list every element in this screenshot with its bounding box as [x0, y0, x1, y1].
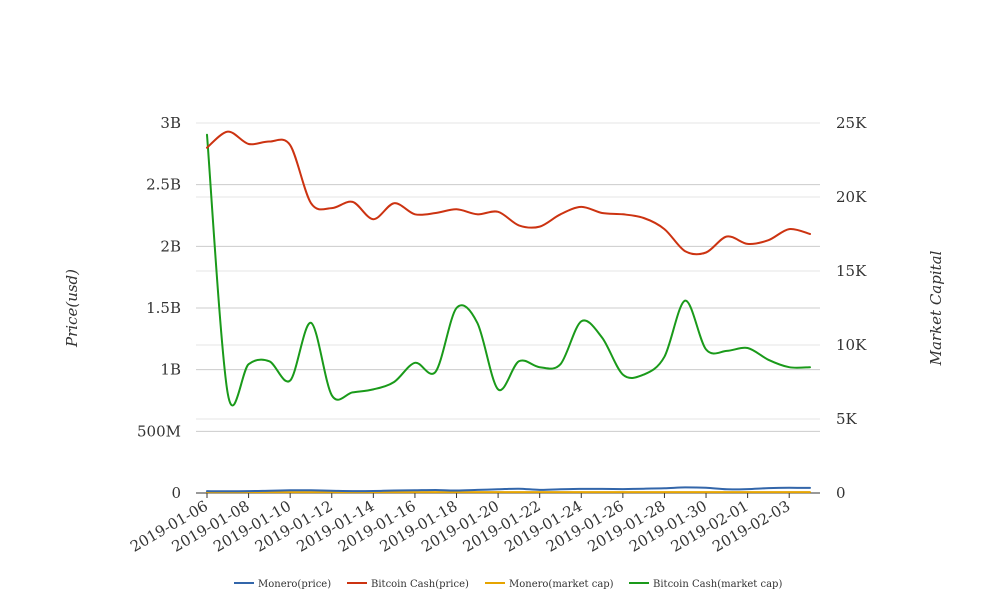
y2-tick-label: 10K: [836, 336, 867, 354]
y-tick-label: 1B: [160, 361, 181, 379]
x-axis-ticks: 2019-01-062019-01-082019-01-102019-01-12…: [127, 493, 793, 556]
y2-tick-label: 20K: [836, 188, 867, 206]
legend-label: Bitcoin Cash(price): [371, 579, 469, 590]
y-tick-label: 0: [171, 484, 181, 502]
y-tick-label: 2B: [160, 237, 181, 255]
y2-tick-label: 15K: [836, 262, 867, 280]
legend: Monero(price) Bitcoin Cash(price) Monero(m…: [234, 579, 782, 590]
gridlines: [196, 122, 820, 432]
y-axis-label: Price(usd): [63, 269, 81, 348]
y-tick-label: 3B: [160, 114, 181, 132]
legend-label: Monero(market cap): [509, 579, 614, 590]
series-line-bitcoin-cash-price: [206, 130, 811, 256]
series-line-bitcoin-cash-market-cap: [206, 133, 811, 407]
series-lines: [206, 130, 811, 494]
y-tick-label: 2.5B: [146, 176, 181, 194]
y2-tick-label: 25K: [836, 114, 867, 132]
right-axis-ticks: 0 5K 10K 15K 20K 25K: [836, 114, 867, 502]
y-tick-label: 1.5B: [146, 299, 181, 317]
y2-tick-label: 0: [836, 484, 846, 502]
y2-tick-label: 5K: [836, 410, 858, 428]
legend-label: Bitcoin Cash(market cap): [653, 579, 782, 590]
series-line-monero-price: [206, 486, 811, 493]
y2-axis-label: Market Capital: [927, 250, 945, 366]
left-axis-ticks: 0 500M 1B 1.5B 2B 2.5B 3B: [137, 114, 181, 502]
y-tick-label: 500M: [137, 422, 181, 440]
legend-label: Monero(price): [258, 579, 331, 590]
